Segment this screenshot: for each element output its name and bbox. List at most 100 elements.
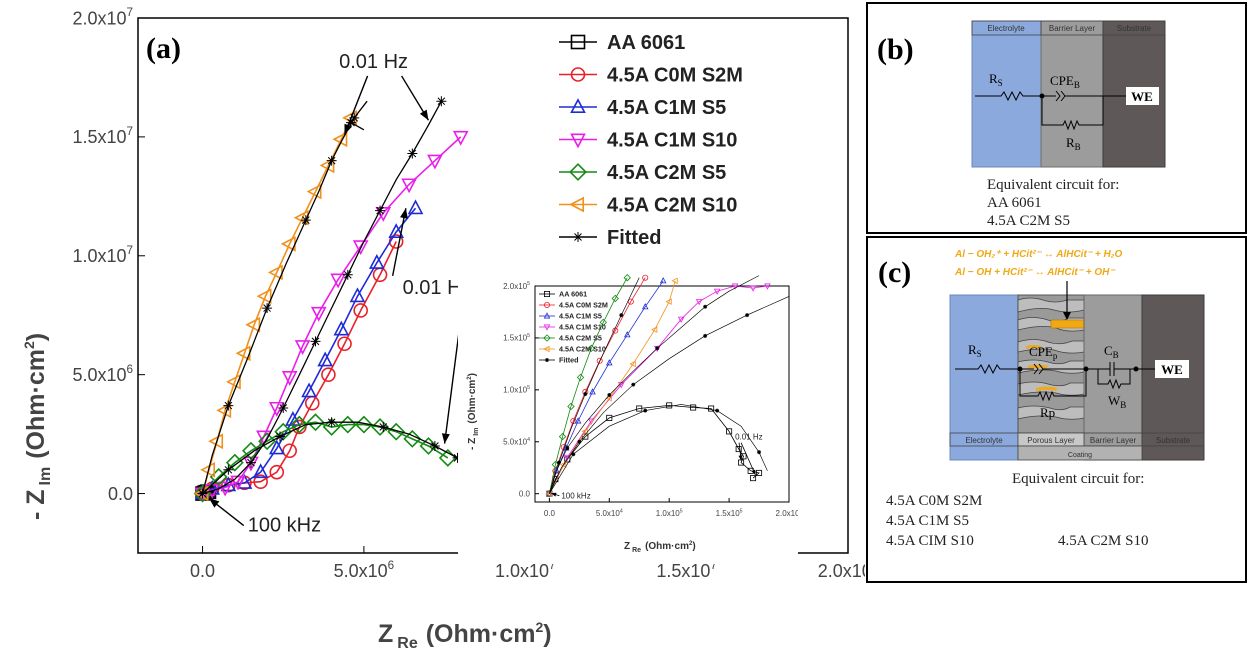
fit-point xyxy=(452,452,463,463)
series-line xyxy=(549,277,628,494)
data-point xyxy=(651,326,658,333)
legend: AA 6061 4.5A C0M S2M 4.5A C1M S5 4.5A C1M S… xyxy=(559,32,743,249)
data-point xyxy=(726,428,733,435)
data-point xyxy=(256,430,272,446)
data-point xyxy=(403,429,422,448)
resistor-rb-icon xyxy=(1041,96,1104,131)
caption-title-c: Equivalent circuit for: xyxy=(1012,471,1145,487)
annotation-arrow-4-head xyxy=(441,433,450,444)
data-point xyxy=(611,294,619,303)
y-tick-label: 1.0x105 xyxy=(503,385,530,395)
nyquist-main-chart: 0.0 5.0x106 1.0x107 1.5x107 2.0x107 0.0 5.0x10… xyxy=(21,6,865,652)
legend-marker xyxy=(543,334,551,342)
we-label: WE xyxy=(1131,89,1153,104)
wb-label: WB xyxy=(1108,393,1126,410)
inset-plot-frame xyxy=(534,285,790,503)
data-point xyxy=(333,320,350,336)
data-point xyxy=(290,415,309,434)
legend-marker xyxy=(544,301,551,308)
series-4.5a-c1m-s10 xyxy=(546,283,771,498)
legend-label: 4.5A C2M S10 xyxy=(559,345,606,354)
fit-point xyxy=(326,417,337,428)
series-4.5a-c1m-s5 xyxy=(194,199,424,500)
cpe-p-label: CPEp xyxy=(1029,344,1058,361)
data-point xyxy=(258,432,277,451)
alhcit-deposit xyxy=(1050,319,1085,329)
x-tick-label: 0.0 xyxy=(544,509,556,518)
fit-point xyxy=(607,393,612,398)
data-point xyxy=(245,316,261,333)
legend-marker xyxy=(570,67,586,82)
fit-point xyxy=(300,215,311,226)
annotation-arrow-5-head xyxy=(209,498,220,508)
annotation-arrow-3 xyxy=(391,208,407,276)
data-point xyxy=(217,481,233,497)
data-point xyxy=(268,439,285,455)
data-point xyxy=(193,485,209,502)
data-point xyxy=(281,371,298,386)
circuit-diagram-c xyxy=(955,362,1158,402)
data-point xyxy=(337,336,352,352)
fit-point xyxy=(715,408,720,413)
legend-label: AA 6061 xyxy=(607,32,685,54)
resistor-rs-icon xyxy=(975,90,1042,102)
fit-line xyxy=(202,100,442,495)
series-line xyxy=(202,136,462,495)
data-point xyxy=(713,288,721,295)
data-point xyxy=(642,274,649,281)
fit-point xyxy=(223,464,234,475)
series-line xyxy=(201,421,449,495)
fit-point xyxy=(375,205,386,216)
legend-marker xyxy=(570,34,586,50)
y-tick-label: 2.0x105 xyxy=(503,281,530,291)
fit-point xyxy=(631,382,636,387)
series-fitted xyxy=(549,275,790,494)
circuit-diagram-b xyxy=(975,90,1128,131)
legend-label: 4.5A C1M S10 xyxy=(559,323,606,332)
fit-point xyxy=(407,148,418,159)
barrier-layer-c xyxy=(1083,294,1143,461)
reaction-1: Al − OH₂⁺ + HCit²⁻ ↔ AlHCit⁻ + H₂O xyxy=(954,249,1122,260)
data-point xyxy=(666,402,673,409)
data-point xyxy=(708,405,715,412)
fit-point xyxy=(278,402,289,413)
rp-label: Rp xyxy=(1040,405,1055,420)
data-series xyxy=(193,96,469,503)
annotation-arrow-3-head xyxy=(400,208,408,219)
fit-line xyxy=(201,100,368,494)
series-4.5a-c1m-s10 xyxy=(194,130,469,503)
fit-point xyxy=(346,117,356,128)
x-tick-label: 5.0x106 xyxy=(334,559,395,581)
data-point xyxy=(558,432,567,441)
inset-arrow-1 xyxy=(740,442,756,476)
y-tick-label: 1.0x107 xyxy=(72,244,133,266)
legend-marker xyxy=(569,196,584,213)
legend-label: Fitted xyxy=(559,356,579,365)
fit-point xyxy=(643,408,648,413)
fit-point xyxy=(655,346,660,351)
legend-label: 4.5A C2M S5 xyxy=(559,334,602,343)
barrier-layer xyxy=(1040,20,1104,168)
fit-point xyxy=(703,304,708,309)
legend-label: 4.5A C2M S10 xyxy=(607,195,737,217)
legend-label: AA 6061 xyxy=(559,290,587,299)
cpe-b-icon xyxy=(1042,90,1103,102)
data-point xyxy=(368,254,385,269)
inset-x-axis-title: Z Re (Ohm·cm2) xyxy=(624,541,696,554)
panel-label-c: (c) xyxy=(878,256,911,289)
data-point xyxy=(253,474,268,489)
legend-marker xyxy=(543,312,551,319)
annotation-arrow-2-head xyxy=(419,109,429,121)
caption-item-b-1: AA 6061 xyxy=(987,195,1042,211)
data-point xyxy=(606,414,613,421)
data-point xyxy=(623,331,631,338)
legend-label: 4.5A C2M S5 xyxy=(607,162,726,184)
cpe-p-icon xyxy=(1020,363,1086,375)
data-point xyxy=(606,359,613,366)
inset-arrow-3-head xyxy=(551,492,557,497)
fit-point xyxy=(619,313,624,318)
data-point xyxy=(388,223,405,238)
panel-c-circuit: (c) Al − OH₂⁺ + HCit²⁻ ↔ AlHCit⁻ + H₂O A… xyxy=(866,236,1247,583)
data-point xyxy=(735,446,742,453)
data-point xyxy=(545,490,552,497)
